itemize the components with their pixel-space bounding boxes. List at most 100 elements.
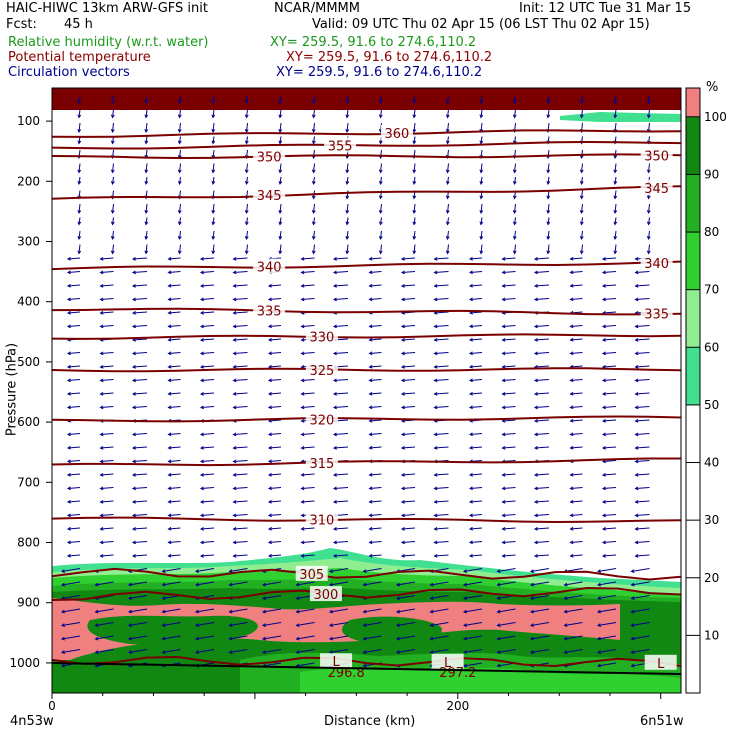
wind-vector-head [144,210,149,215]
wind-vector [179,244,181,254]
wind-vector [570,406,583,408]
wind-vector [635,406,650,408]
wind-vector-head [546,100,551,105]
wind-vector-head [99,324,104,329]
wind-vector [262,595,282,599]
wind-vector-head [345,100,350,105]
wind-vector [480,176,483,185]
wind-vector-head [569,297,574,302]
wind-vector [301,379,315,381]
wind-vector [195,649,215,653]
wind-vector [497,635,516,640]
wind-vector [497,649,516,653]
wind-vector-head [267,337,272,342]
wind-vector-head [167,270,172,275]
wind-vector-head [412,250,417,255]
wind-vector-head [261,582,266,587]
wind-vector [301,271,315,273]
wind-vector [648,217,650,225]
wind-vector [100,365,114,368]
contour-label-bg [253,258,286,274]
wind-vector-head [131,324,136,329]
wind-vector-head [563,596,568,600]
wind-vector-head [332,540,337,545]
wind-vector-head [362,663,367,668]
wind-vector [614,244,617,254]
wind-vector-head [99,391,104,396]
wind-vector [401,298,416,300]
wind-vector-head [563,636,568,641]
colorbar-outline [685,87,701,694]
wind-vector [233,392,248,395]
wind-vector-head [429,636,434,641]
wind-vector [434,352,449,354]
wind-vector-head [60,636,65,641]
wind-vector [100,487,114,489]
wind-vector [602,500,617,503]
wind-vector [246,122,248,133]
wind-vector-head [300,513,305,518]
wind-vector-head [131,391,136,396]
wind-vector-head [433,283,438,288]
wind-vector [631,635,650,640]
wind-vector-head [300,391,305,396]
rh-band-saturated [52,598,620,660]
wind-vector-head [479,250,484,255]
wind-vector-head [66,256,71,261]
wind-vector-head [479,169,484,174]
wind-vector-head [300,418,305,423]
wind-vector [162,608,181,613]
wind-vector-head [362,569,367,573]
wind-vector-head [395,623,400,627]
wind-vector [502,487,516,489]
wind-vector [547,176,550,185]
colorbar-band [686,174,700,233]
colorbar-band [686,289,700,348]
wind-vector-head [345,169,350,174]
wind-vector-head [596,663,601,668]
wind-vector [132,284,148,287]
wind-vector [67,284,81,287]
wind-vector [469,527,483,530]
wind-vector [534,298,550,300]
wind-vector-head [462,609,467,614]
wind-vector [547,163,550,173]
wind-vector [602,433,617,435]
wind-vector [401,554,416,557]
theta-contour-310 [52,516,681,524]
wind-vector [246,217,248,225]
wind-vector [469,379,483,381]
wind-vector [635,392,650,395]
wind-vector [100,554,114,557]
wind-vector-head [501,553,506,558]
wind-vector-head [199,513,204,518]
colorbar-tick-label: 90 [704,167,719,181]
wind-vector-head [99,553,104,558]
wind-vector [145,176,148,185]
wind-vector-head [429,609,434,614]
wind-vector-head [66,472,71,477]
wind-vector-head [613,195,618,200]
wind-vector-head [569,378,574,383]
wind-vector [95,581,114,586]
wind-vector-head [66,270,71,275]
wind-vector-head [445,169,450,174]
wind-vector-head [167,472,172,477]
wind-vector-head [533,418,538,423]
wind-vector-head [199,540,204,545]
wind-vector [369,257,382,260]
wind-vector-head [144,100,149,105]
wind-vector-head [232,391,237,396]
wind-vector-head [569,472,574,477]
wind-vector-head [278,181,283,186]
wind-vector-head [468,499,473,504]
wind-vector [380,230,382,240]
wind-vector [100,433,114,435]
wind-vector-head [295,609,300,614]
wind-vector [95,608,114,613]
wind-vector [100,392,114,395]
wind-vector-head [529,636,534,641]
wind-vector-head [144,181,149,186]
wind-vector [132,392,148,395]
wind-vector [168,446,181,449]
